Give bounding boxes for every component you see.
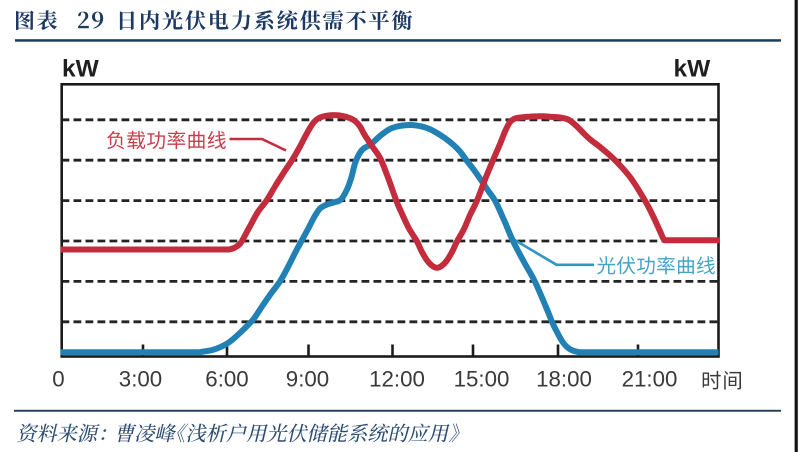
- svg-text:18:00: 18:00: [536, 367, 592, 392]
- svg-text:21:00: 21:00: [622, 367, 678, 392]
- svg-text:6:00: 6:00: [205, 367, 248, 392]
- svg-text:9:00: 9:00: [286, 367, 329, 392]
- svg-text:15:00: 15:00: [454, 367, 510, 392]
- svg-text:0: 0: [52, 367, 64, 392]
- svg-text:3:00: 3:00: [119, 367, 162, 392]
- svg-text:kW: kW: [674, 56, 712, 83]
- svg-text:12:00: 12:00: [369, 367, 425, 392]
- svg-text:kW: kW: [62, 56, 100, 83]
